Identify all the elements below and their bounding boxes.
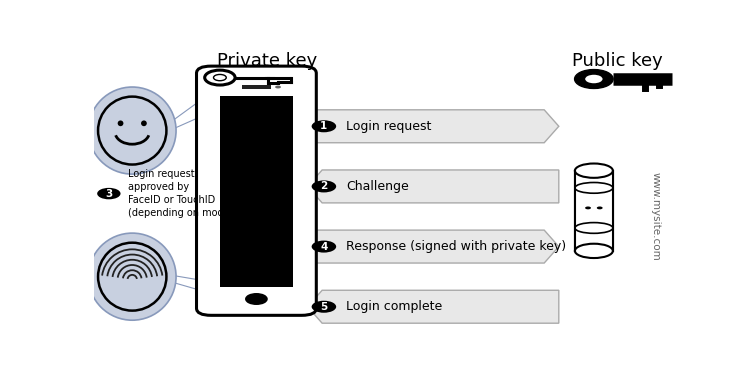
Text: Login request
approved by
FaceID or TouchID
(depending on model): Login request approved by FaceID or Touc… <box>127 169 236 218</box>
Text: 5: 5 <box>320 302 327 312</box>
Circle shape <box>597 206 602 209</box>
Circle shape <box>311 180 336 192</box>
Circle shape <box>97 188 121 199</box>
Ellipse shape <box>575 164 613 178</box>
Circle shape <box>311 301 336 313</box>
Circle shape <box>275 86 281 89</box>
Text: 4: 4 <box>320 241 327 251</box>
Text: www.mysite.com: www.mysite.com <box>650 172 661 261</box>
Ellipse shape <box>88 233 176 320</box>
Text: Login complete: Login complete <box>346 300 443 313</box>
Circle shape <box>246 294 267 304</box>
Text: 1: 1 <box>320 121 327 131</box>
Text: Challenge: Challenge <box>346 180 409 193</box>
Circle shape <box>311 241 336 253</box>
FancyBboxPatch shape <box>197 66 317 315</box>
Polygon shape <box>308 170 559 203</box>
Ellipse shape <box>98 243 167 311</box>
Polygon shape <box>308 230 559 263</box>
Text: Login request: Login request <box>346 120 431 133</box>
Ellipse shape <box>575 244 613 258</box>
Ellipse shape <box>98 97 167 164</box>
Circle shape <box>213 74 226 81</box>
Text: Private key: Private key <box>216 52 317 70</box>
Text: 3: 3 <box>106 189 112 199</box>
Polygon shape <box>308 110 559 143</box>
Text: Public key: Public key <box>572 52 663 70</box>
Circle shape <box>575 70 613 89</box>
Circle shape <box>585 206 591 209</box>
Circle shape <box>585 75 602 83</box>
Bar <box>220 96 293 287</box>
Bar <box>575 171 613 251</box>
Ellipse shape <box>141 121 147 126</box>
Bar <box>242 85 271 89</box>
Text: 2: 2 <box>320 182 327 192</box>
Circle shape <box>311 120 336 132</box>
Polygon shape <box>308 290 559 323</box>
Ellipse shape <box>88 87 176 174</box>
Text: Response (signed with private key): Response (signed with private key) <box>346 240 566 253</box>
Ellipse shape <box>118 121 124 126</box>
